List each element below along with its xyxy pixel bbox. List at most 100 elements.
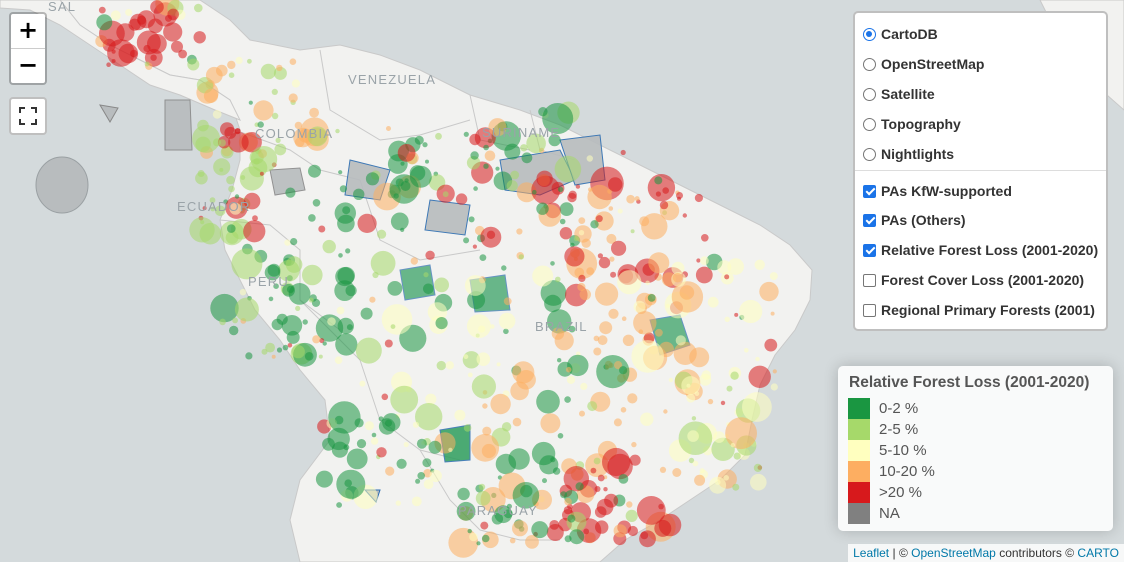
forest-loss-marker[interactable] (308, 297, 314, 303)
forest-loss-marker[interactable] (540, 413, 561, 434)
forest-loss-marker[interactable] (532, 189, 537, 195)
forest-loss-marker[interactable] (448, 447, 453, 453)
forest-loss-marker[interactable] (565, 366, 572, 373)
forest-loss-marker[interactable] (435, 132, 442, 140)
forest-loss-marker[interactable] (144, 61, 150, 67)
forest-loss-marker[interactable] (390, 385, 419, 414)
forest-loss-marker[interactable] (597, 253, 604, 259)
forest-loss-marker[interactable] (271, 88, 278, 95)
forest-loss-marker[interactable] (412, 421, 420, 428)
forest-loss-marker[interactable] (472, 244, 477, 249)
forest-loss-marker[interactable] (229, 202, 242, 215)
forest-loss-marker[interactable] (557, 358, 562, 363)
forest-loss-marker[interactable] (309, 107, 319, 118)
forest-loss-marker[interactable] (210, 293, 239, 323)
leaflet-link[interactable]: Leaflet (853, 546, 890, 560)
forest-loss-marker[interactable] (654, 176, 663, 185)
forest-loss-marker[interactable] (356, 439, 367, 449)
openstreetmap-link[interactable]: OpenStreetMap (911, 546, 996, 560)
forest-loss-marker[interactable] (231, 248, 263, 280)
forest-loss-marker[interactable] (411, 496, 422, 507)
forest-loss-marker[interactable] (604, 493, 619, 508)
forest-loss-marker[interactable] (229, 325, 239, 336)
forest-loss-marker[interactable] (750, 473, 767, 491)
forest-loss-marker[interactable] (570, 242, 575, 248)
forest-loss-marker[interactable] (463, 424, 472, 432)
forest-loss-marker[interactable] (346, 448, 368, 470)
forest-loss-marker[interactable] (245, 352, 253, 360)
forest-loss-marker[interactable] (471, 374, 496, 399)
forest-loss-marker[interactable] (357, 213, 377, 233)
forest-loss-marker[interactable] (370, 250, 396, 276)
forest-loss-marker[interactable] (692, 460, 699, 467)
forest-loss-marker[interactable] (579, 410, 585, 417)
forest-loss-marker[interactable] (468, 216, 475, 223)
forest-loss-marker[interactable] (226, 175, 235, 185)
forest-loss-marker[interactable] (216, 64, 228, 77)
forest-loss-marker[interactable] (490, 324, 495, 329)
forest-loss-marker[interactable] (633, 300, 646, 313)
base-layer-nightlights[interactable]: Nightlights (863, 143, 954, 165)
forest-loss-marker[interactable] (291, 345, 305, 359)
forest-loss-marker[interactable] (699, 468, 705, 474)
forest-loss-marker[interactable] (288, 93, 298, 103)
forest-loss-marker[interactable] (713, 431, 725, 443)
forest-loss-marker[interactable] (478, 483, 486, 491)
forest-loss-marker[interactable] (699, 373, 712, 386)
forest-loss-marker[interactable] (200, 220, 205, 225)
forest-loss-marker[interactable] (322, 239, 336, 254)
forest-loss-marker[interactable] (609, 256, 615, 262)
forest-loss-marker[interactable] (271, 112, 279, 120)
forest-loss-marker[interactable] (307, 126, 328, 147)
forest-loss-marker[interactable] (488, 118, 507, 137)
forest-loss-marker[interactable] (599, 321, 613, 335)
base-layer-cartodb[interactable]: CartoDB (863, 23, 938, 45)
forest-loss-marker[interactable] (454, 409, 466, 421)
forest-loss-marker[interactable] (422, 142, 428, 148)
forest-loss-marker[interactable] (748, 365, 771, 388)
forest-loss-marker[interactable] (476, 352, 491, 367)
forest-loss-marker[interactable] (536, 170, 553, 187)
forest-loss-marker[interactable] (494, 505, 513, 524)
forest-loss-marker[interactable] (496, 362, 501, 367)
forest-loss-marker[interactable] (228, 72, 235, 78)
forest-loss-marker[interactable] (613, 418, 622, 427)
forest-loss-marker[interactable] (504, 143, 521, 160)
forest-loss-marker[interactable] (312, 335, 321, 344)
forest-loss-marker[interactable] (225, 231, 239, 244)
forest-loss-marker[interactable] (512, 520, 528, 537)
radio-cartodb[interactable] (863, 27, 876, 41)
checkbox-forest-cover-loss[interactable] (863, 273, 876, 287)
forest-loss-marker[interactable] (473, 186, 478, 191)
forest-loss-marker[interactable] (759, 281, 779, 302)
forest-loss-marker[interactable] (595, 282, 619, 306)
forest-loss-marker[interactable] (726, 385, 733, 392)
forest-loss-markers[interactable] (95, 0, 779, 558)
forest-loss-marker[interactable] (483, 163, 489, 169)
forest-loss-marker[interactable] (668, 377, 674, 383)
forest-loss-marker[interactable] (471, 433, 500, 462)
forest-loss-marker[interactable] (291, 79, 300, 88)
forest-loss-marker[interactable] (495, 166, 500, 171)
forest-loss-marker[interactable] (509, 537, 516, 544)
forest-loss-marker[interactable] (163, 22, 183, 42)
forest-loss-marker[interactable] (284, 239, 291, 246)
forest-loss-marker[interactable] (557, 433, 564, 439)
forest-loss-marker[interactable] (627, 393, 638, 404)
forest-loss-marker[interactable] (331, 441, 348, 458)
forest-loss-marker[interactable] (633, 311, 657, 335)
forest-loss-marker[interactable] (672, 468, 682, 477)
forest-loss-marker[interactable] (617, 270, 642, 295)
forest-loss-marker[interactable] (547, 309, 572, 334)
forest-loss-marker[interactable] (618, 474, 629, 484)
forest-loss-marker[interactable] (425, 250, 435, 260)
forest-loss-marker[interactable] (252, 215, 258, 222)
forest-loss-marker[interactable] (187, 58, 200, 71)
forest-loss-marker[interactable] (694, 474, 706, 486)
forest-loss-marker[interactable] (467, 291, 486, 310)
forest-loss-marker[interactable] (620, 407, 627, 413)
forest-loss-marker[interactable] (268, 296, 274, 302)
forest-loss-marker[interactable] (480, 521, 489, 530)
forest-loss-marker[interactable] (665, 303, 671, 308)
forest-loss-marker[interactable] (681, 376, 701, 395)
